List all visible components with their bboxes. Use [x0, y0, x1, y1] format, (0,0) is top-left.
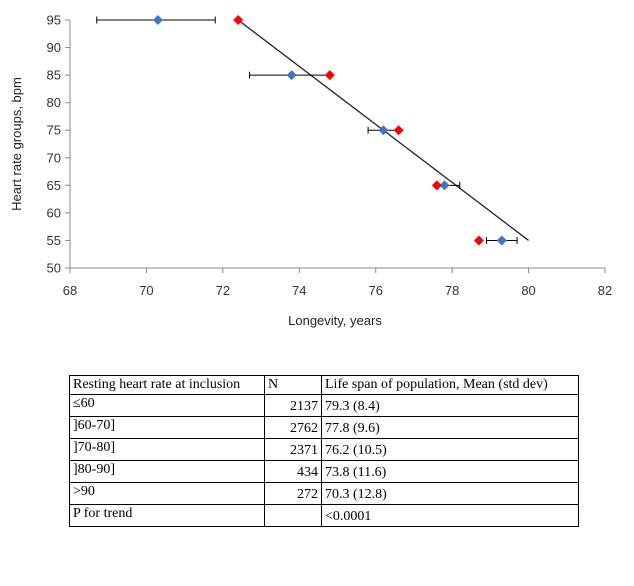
row-life-span: 70.3 (12.8)	[321, 482, 579, 505]
x-tick-label: 80	[521, 283, 535, 298]
row-label: ]70-80]	[69, 438, 265, 461]
blue-diamond-point	[286, 70, 297, 81]
blue-diamond-point	[439, 180, 450, 191]
x-tick-label: 82	[598, 283, 612, 298]
x-tick-label: 70	[139, 283, 153, 298]
blue-diamond-point	[152, 15, 163, 25]
chart-axes	[65, 19, 606, 273]
row-life-span: <0.0001	[321, 504, 579, 527]
red-diamond-point	[473, 235, 484, 246]
x-tick-label: 74	[292, 283, 306, 298]
row-label: ]60-70]	[69, 416, 265, 439]
blue-diamond-point	[378, 125, 389, 136]
x-tick-label: 68	[63, 283, 77, 298]
row-label: ≤60	[69, 394, 265, 417]
x-axis-title: Longevity, years	[288, 313, 382, 328]
red-diamond-point	[324, 70, 335, 81]
table-header-row: Resting heart rate at inclusion N Life s…	[69, 375, 579, 395]
row-life-span: 77.8 (9.6)	[321, 416, 579, 439]
row-n: 2371	[264, 438, 322, 461]
table-row: ]80-90] 434 73.8 (11.6)	[69, 460, 579, 483]
row-n: 434	[264, 460, 322, 483]
table-row: >90 272 70.3 (12.8)	[69, 482, 579, 505]
y-tick-label: 95	[47, 13, 61, 28]
table-row: P for trend <0.0001	[69, 504, 579, 527]
table-row: ≤60 2137 79.3 (8.4)	[69, 394, 579, 417]
chart-markers	[152, 15, 507, 246]
table-row: ]70-80] 2371 76.2 (10.5)	[69, 438, 579, 461]
table-row: ]60-70] 2762 77.8 (9.6)	[69, 416, 579, 439]
row-life-span: 79.3 (8.4)	[321, 394, 579, 417]
row-n	[264, 504, 322, 527]
row-label: ]80-90]	[69, 460, 265, 483]
red-diamond-point	[233, 15, 244, 25]
x-tick-label: 76	[368, 283, 382, 298]
y-tick-label: 85	[47, 68, 61, 83]
row-label: P for trend	[69, 504, 265, 527]
y-tick-label: 75	[47, 123, 61, 138]
red-diamond-point	[431, 180, 442, 191]
chart-error-bars	[96, 16, 518, 244]
y-tick-label: 65	[47, 178, 61, 193]
y-tick-label: 80	[47, 95, 61, 110]
header-n: N	[264, 375, 322, 395]
y-axis-title: Heart rate groups, bpm	[9, 77, 24, 211]
heart-rate-table: Resting heart rate at inclusion N Life s…	[69, 375, 579, 527]
row-n: 272	[264, 482, 322, 505]
y-tick-label: 50	[47, 261, 61, 276]
blue-diamond-point	[496, 235, 507, 246]
y-tick-label: 55	[47, 233, 61, 248]
header-life-span: Life span of population, Mean (std dev)	[321, 375, 579, 395]
longevity-scatter-chart: 50 55 60 65 70 75 80 85 90 95 68 70 72 74 76 78 80 82 Lon…	[9, 13, 613, 329]
row-life-span: 76.2 (10.5)	[321, 438, 579, 461]
x-tick-label: 72	[216, 283, 230, 298]
chart-tick-labels: 50 55 60 65 70 75 80 85 90 95 68 70 72 74 76 78 80 82	[47, 13, 613, 299]
y-tick-label: 60	[47, 205, 61, 220]
row-n: 2137	[264, 394, 322, 417]
row-life-span: 73.8 (11.6)	[321, 460, 579, 483]
y-tick-label: 90	[47, 40, 61, 55]
header-heart-rate: Resting heart rate at inclusion	[69, 375, 265, 395]
red-diamond-point	[393, 125, 404, 136]
y-tick-label: 70	[47, 150, 61, 165]
row-label: >90	[69, 482, 265, 505]
row-n: 2762	[264, 416, 322, 439]
x-tick-label: 78	[445, 283, 459, 298]
